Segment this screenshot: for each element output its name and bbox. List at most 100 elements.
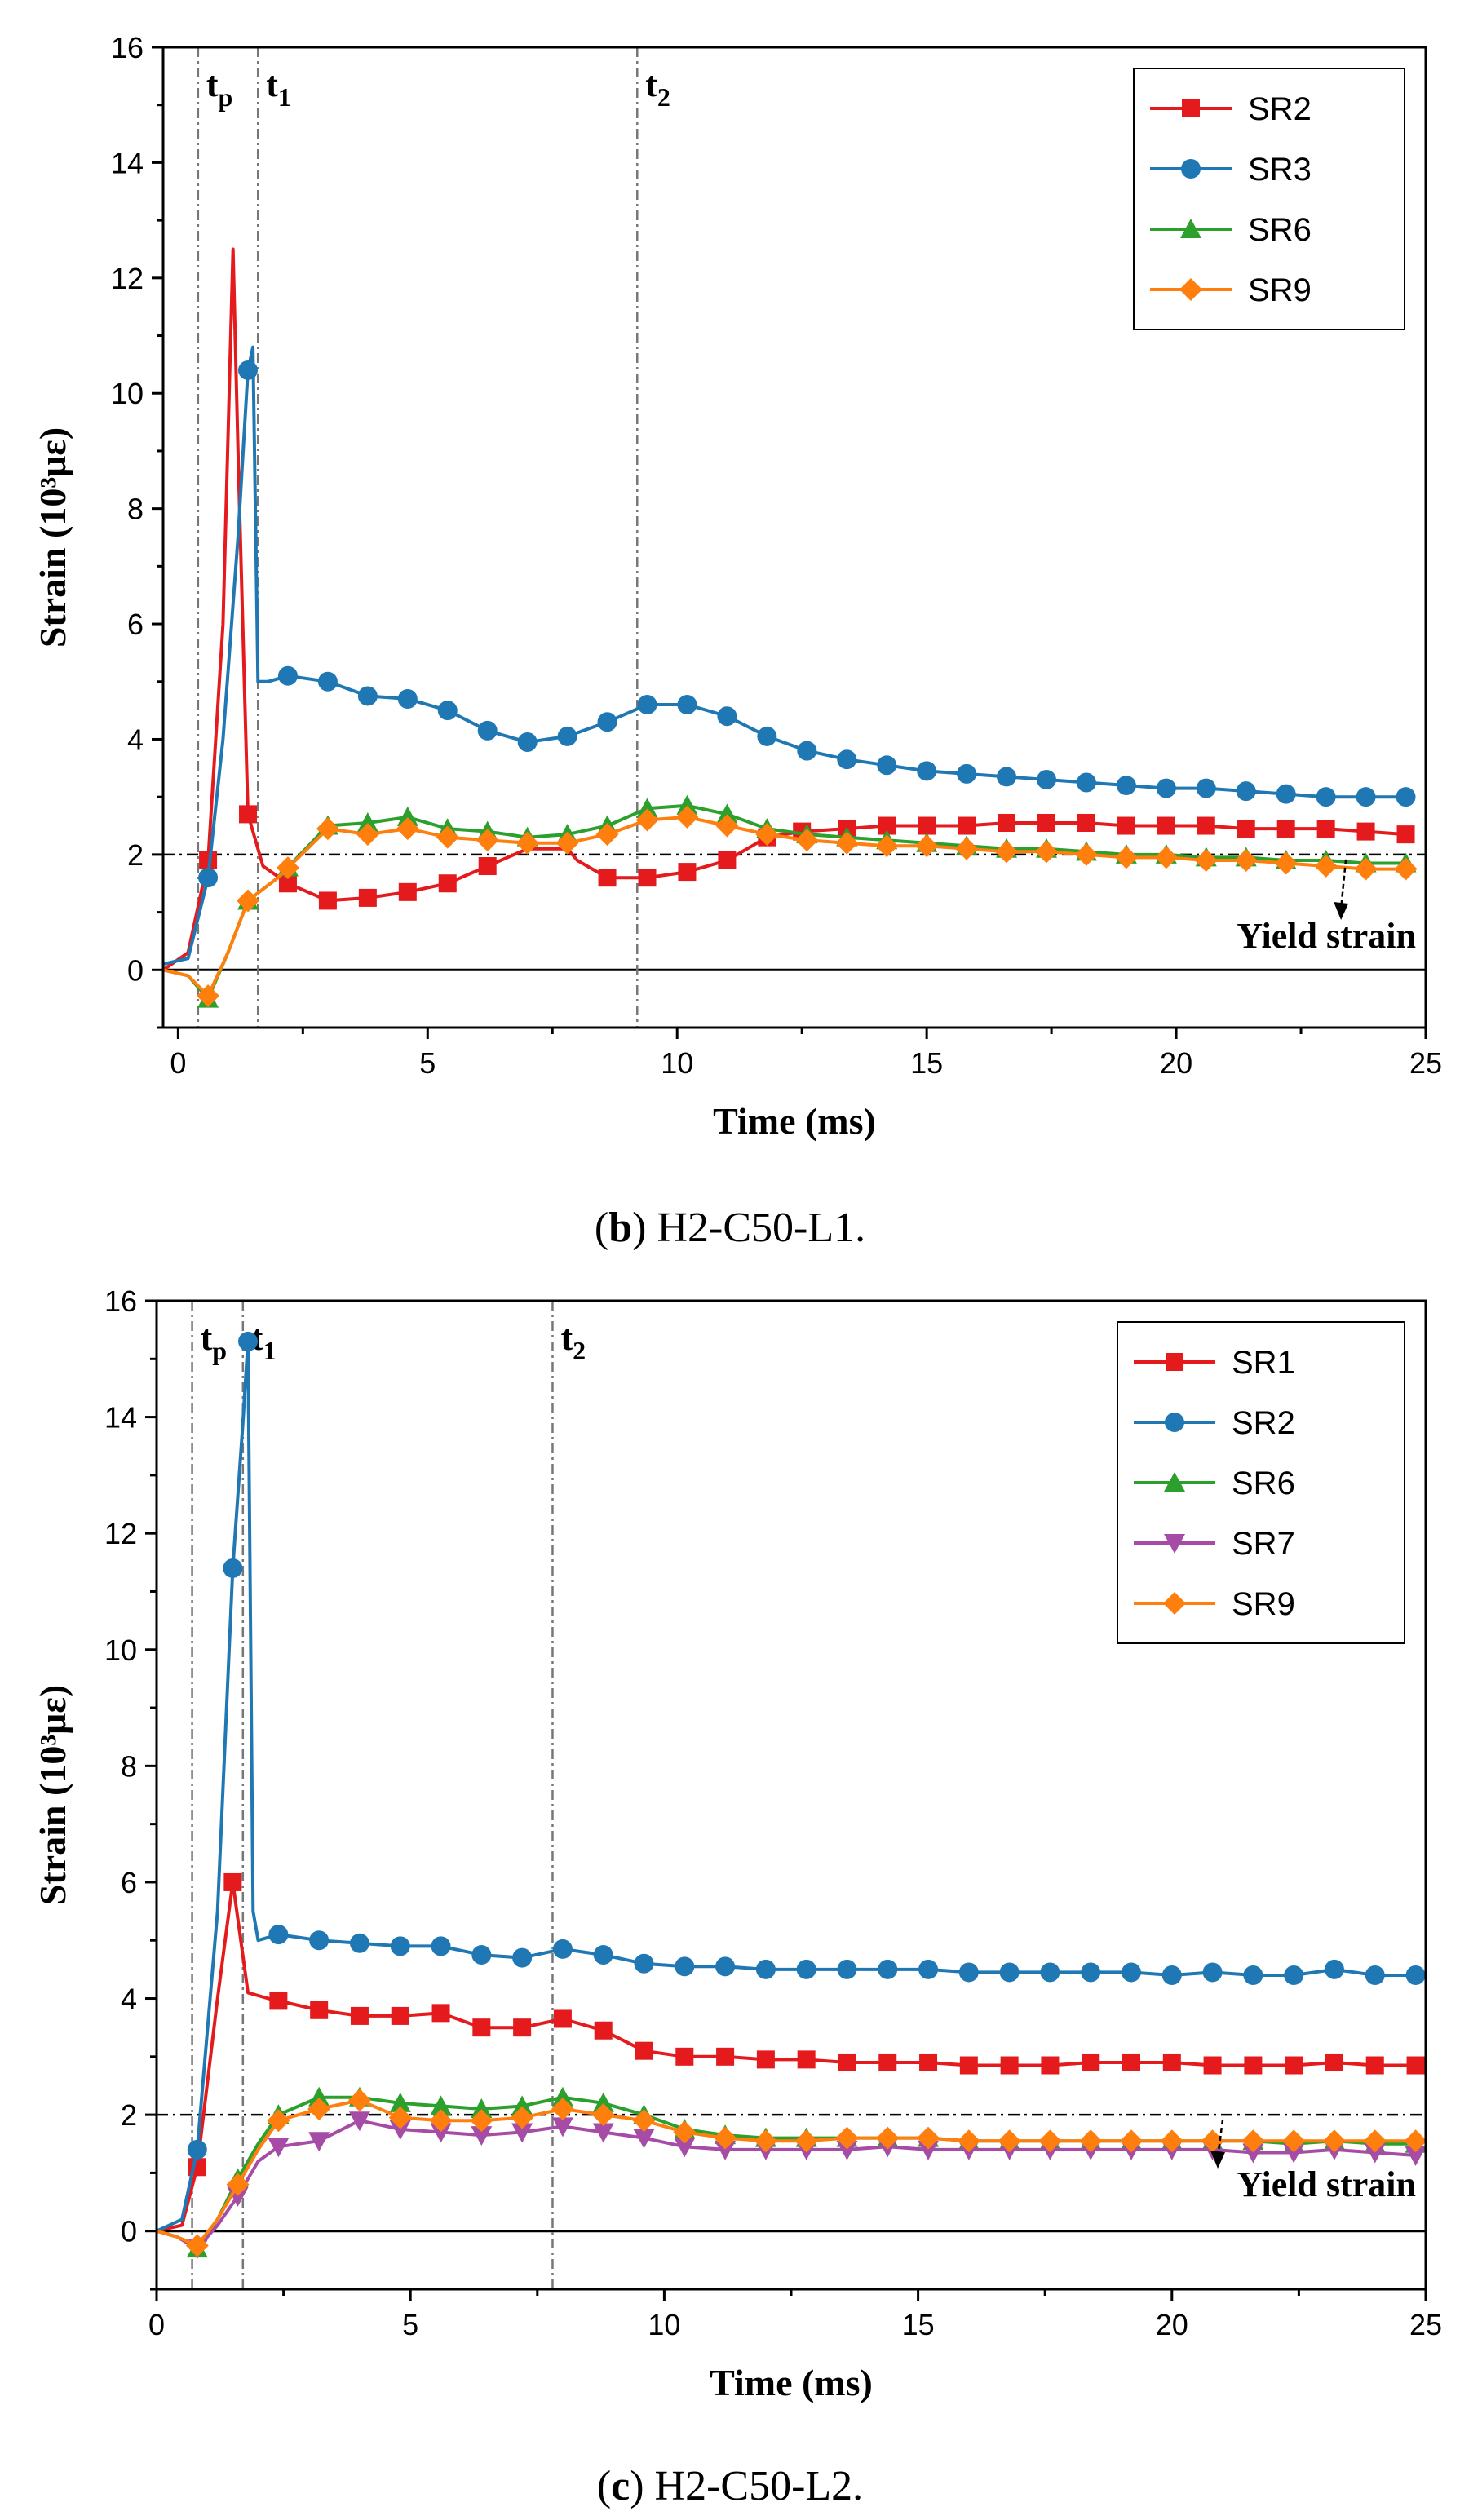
- marker-sr2-20: [958, 1962, 979, 1983]
- y-axis-title: Strain (10³με): [32, 427, 73, 648]
- marker-sr2-legend: [1165, 1413, 1184, 1432]
- y-tick-label: 14: [104, 1401, 137, 1435]
- marker-sr1-8: [513, 2018, 532, 2037]
- marker-sr2-26: [1202, 1962, 1223, 1983]
- marker-sr2-25: [1161, 1965, 1182, 1986]
- marker-sr2-24: [1122, 1962, 1142, 1983]
- marker-sr1-9: [553, 2009, 572, 2028]
- marker-sr3-10: [597, 712, 617, 732]
- marker-sr2-13: [675, 1956, 695, 1977]
- x-tick-label: 0: [170, 1046, 186, 1080]
- marker-sr9-1: [237, 889, 260, 913]
- x-tick-label: 10: [648, 2308, 680, 2341]
- marker-sr9-24: [1160, 2129, 1183, 2153]
- marker-sr9-23: [1114, 846, 1138, 869]
- marker-sr1-17: [878, 2053, 897, 2071]
- series-line-sr1: [157, 1880, 1416, 2233]
- marker-sr1-24: [1162, 2053, 1181, 2071]
- series-line-sr3: [163, 345, 1406, 966]
- y-tick-label: 2: [121, 2098, 137, 2132]
- marker-sr3-28: [1316, 787, 1336, 807]
- y-tick-label: 6: [121, 1866, 137, 1899]
- marker-sr1-19: [959, 2056, 978, 2075]
- marker-sr2-8: [471, 1945, 492, 1965]
- marker-sr6-12: [676, 794, 698, 815]
- marker-sr1-12: [675, 2047, 694, 2066]
- legend-label: SR2: [1232, 1405, 1295, 1441]
- x-tick-label: 5: [419, 1046, 436, 1080]
- marker-sr3-29: [1356, 787, 1376, 807]
- marker-sr3-3: [317, 671, 338, 692]
- legend-label: SR1: [1232, 1345, 1295, 1381]
- x-tick-label: 0: [148, 2308, 165, 2341]
- yield-strain-label: Yield strain: [1237, 916, 1416, 956]
- marker-sr2-29: [1324, 1959, 1344, 1979]
- marker-sr3-27: [1276, 784, 1296, 804]
- marker-sr2-7: [431, 1936, 451, 1956]
- marker-sr2-4: [358, 888, 377, 907]
- marker-sr3-25: [1196, 778, 1216, 798]
- marker-sr6-7: [471, 2098, 493, 2118]
- marker-sr2-1: [239, 805, 258, 824]
- marker-sr1-25: [1203, 2056, 1222, 2075]
- markers-sr1: [188, 1872, 1425, 2177]
- marker-sr2-21: [999, 1962, 1020, 1983]
- marker-sr7-9: [551, 2117, 573, 2138]
- marker-sr9-8: [515, 831, 539, 855]
- marker-sr2-16: [796, 1959, 816, 1979]
- marker-sr6-3: [308, 2086, 330, 2107]
- marker-sr6-13: [716, 803, 738, 824]
- x-tick-label: 25: [1409, 1046, 1442, 1080]
- marker-sr3-26: [1236, 781, 1256, 802]
- marker-sr9-17: [875, 834, 899, 858]
- marker-sr3-4: [357, 686, 378, 706]
- marker-sr1-27: [1285, 2056, 1303, 2075]
- marker-sr3-5: [397, 688, 418, 709]
- marker-sr2-23: [1197, 816, 1215, 835]
- marker-sr9-30: [1404, 2129, 1426, 2153]
- vline-label-tp: tp: [201, 1318, 227, 1365]
- marker-sr1-4: [350, 2006, 369, 2025]
- marker-sr2-5: [398, 882, 417, 901]
- marker-sr3-18: [917, 761, 937, 781]
- marker-sr3-22: [1076, 772, 1096, 793]
- marker-sr2-31: [1405, 1965, 1426, 1986]
- marker-sr1-21: [1041, 2056, 1060, 2075]
- marker-sr7-legend: [1164, 1534, 1185, 1554]
- marker-sr9-29: [1354, 857, 1378, 881]
- marker-sr7-7: [471, 2126, 493, 2146]
- marker-sr2-6: [390, 1936, 410, 1956]
- strain-chart-b: tp t1 t2 0 5 10 15 20 25 0 2 4 6 8 10 12 14 16 Time (ms) St…: [32, 31, 1442, 1251]
- marker-sr1-5: [391, 2006, 409, 2025]
- marker-sr9-20: [995, 840, 1019, 864]
- marker-sr9-10: [595, 823, 619, 847]
- series-line-sr9: [163, 815, 1406, 998]
- marker-sr9-3: [307, 2097, 331, 2120]
- x-tick-label: 15: [902, 2308, 935, 2341]
- marker-sr6-4: [356, 811, 378, 832]
- marker-sr9-22: [1074, 842, 1098, 866]
- marker-sr9-11: [632, 2109, 656, 2133]
- marker-sr2-3: [268, 1925, 289, 1945]
- marker-sr7-12: [674, 2138, 696, 2158]
- marker-sr3-9: [557, 726, 577, 746]
- plot-frame: [161, 46, 1427, 1029]
- marker-sr3-13: [717, 706, 737, 727]
- marker-sr7-26: [1242, 2143, 1264, 2164]
- legend-item-sr1: SR1: [1134, 1345, 1295, 1381]
- marker-sr2-12: [634, 1953, 654, 1974]
- marker-sr2-21: [1117, 816, 1135, 835]
- markers-sr3: [198, 360, 1416, 888]
- vline-label-tp: tp: [206, 64, 232, 112]
- marker-sr2-10: [552, 1939, 573, 1959]
- marker-sr1-1: [223, 1872, 242, 1891]
- legend-item-sr9: SR9: [1150, 272, 1312, 308]
- marker-sr9-13: [714, 2126, 737, 2150]
- marker-sr2-30: [1365, 1965, 1385, 1986]
- vline-label-t2: t2: [645, 64, 670, 112]
- marker-sr9-2: [276, 856, 299, 880]
- marker-sr7-3: [308, 2132, 330, 2152]
- marker-sr2-6: [438, 874, 457, 893]
- marker-sr9-6: [436, 825, 459, 849]
- marker-sr9-12: [675, 805, 699, 829]
